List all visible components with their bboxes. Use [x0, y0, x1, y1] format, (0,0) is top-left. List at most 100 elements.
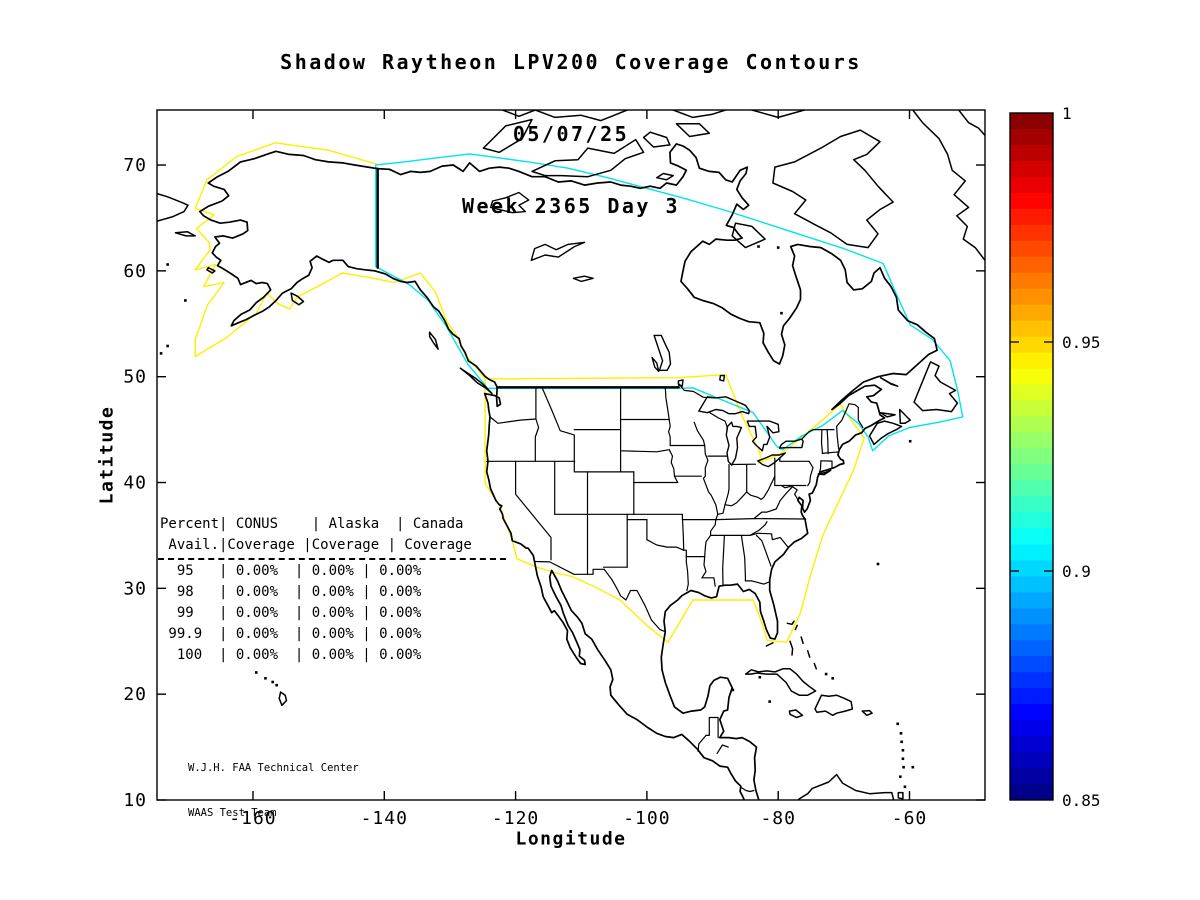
small-island-dot-5	[731, 688, 735, 692]
colorbar-band	[1010, 176, 1053, 194]
colorbar-band	[1010, 320, 1053, 338]
colorbar-band	[1010, 240, 1053, 258]
small-island-dot-9	[271, 680, 274, 684]
y-tick-label: 30	[123, 578, 147, 599]
lake-outline-2	[746, 420, 780, 452]
colorbar-band	[1010, 576, 1053, 593]
state-border-33	[717, 475, 776, 515]
colorbar-tick-label: 0.9	[1062, 562, 1091, 581]
colorbar-band	[1010, 400, 1053, 418]
state-border-2	[534, 386, 540, 462]
credit-line1: W.J.H. FAA Technical Center	[188, 762, 359, 774]
coastline-island-10	[868, 420, 903, 446]
small-island-dot-22	[911, 765, 915, 769]
coastline-island-14	[788, 709, 804, 719]
colorbar-band	[1010, 432, 1053, 450]
coastline-island-26	[797, 773, 895, 800]
coastline-island-38	[501, 110, 537, 118]
plot-title-line3: Week 2365 Day 3	[461, 194, 681, 218]
colorbar-band	[1010, 224, 1053, 242]
coastline-island-11	[817, 469, 832, 476]
coverage-table-line-6: 100 | 0.00% | 0.00% | 0.00%	[160, 647, 422, 663]
lake-outline-6	[651, 356, 660, 373]
coastline-island-40	[957, 110, 985, 137]
y-tick-label: 10	[123, 790, 147, 811]
small-island-dot-8	[264, 676, 267, 680]
state-border-54	[826, 429, 829, 455]
small-island-dot-14	[166, 263, 169, 266]
state-border-56	[820, 460, 833, 469]
coastline-island-9	[898, 408, 911, 425]
lake-outline-3	[757, 452, 787, 468]
state-border-61	[801, 429, 835, 440]
colorbar-band	[1010, 784, 1053, 801]
coverage-table-line-2: 95 | 0.00% | 0.00% | 0.00%	[160, 563, 422, 579]
coastline-island-18	[789, 640, 794, 656]
state-border-1	[489, 416, 537, 424]
coastline-island-15	[861, 709, 873, 717]
colorbar-band	[1010, 368, 1053, 386]
colorbar-band	[1010, 144, 1053, 162]
lake-outline-0	[698, 396, 750, 415]
small-island-dot-11	[159, 352, 163, 355]
colorbar-band	[1010, 704, 1053, 721]
state-border-49	[681, 513, 685, 551]
x-tick-label: -120	[492, 808, 539, 829]
state-border-64	[740, 786, 755, 793]
state-border-19	[603, 568, 666, 633]
small-island-dot-15	[896, 722, 899, 726]
coverage-table-line-4: 99 | 0.00% | 0.00% | 0.00%	[160, 605, 422, 621]
coastline-island-7	[879, 376, 899, 387]
colorbar-band	[1010, 512, 1053, 529]
state-border-43	[740, 534, 746, 582]
colorbar-band	[1010, 208, 1053, 226]
credit-text: W.J.H. FAA Technical Center WAAS Test Te…	[188, 731, 359, 851]
colorbar-band	[1010, 352, 1053, 370]
state-border-46	[757, 532, 789, 548]
coastline-island-6	[913, 361, 959, 413]
plot-title-line2: 05/07/25	[512, 122, 630, 146]
state-border-28	[693, 421, 719, 579]
small-island-dot-12	[166, 344, 169, 348]
state-border-44	[744, 580, 770, 585]
state-border-0	[678, 383, 716, 399]
colorbar-tick-label: 0.85	[1062, 791, 1101, 810]
colorbar-band	[1010, 256, 1053, 274]
colorbar-band	[1010, 528, 1053, 545]
coverage-table-line-0: Percent| CONUS | Alaska | Canada	[160, 516, 464, 532]
y-tick-label: 70	[123, 155, 147, 176]
colorbar-band	[1010, 736, 1053, 753]
small-island-dot-2	[768, 700, 771, 703]
state-border-42	[722, 534, 725, 586]
lake-outline-1	[725, 421, 743, 466]
state-border-62	[697, 716, 719, 752]
state-border-26	[668, 449, 679, 484]
state-border-59	[836, 425, 840, 450]
x-tick-label: -80	[760, 808, 796, 829]
small-island-dot-7	[254, 671, 258, 674]
small-island-dot-17	[900, 740, 903, 744]
coastline-island-8	[879, 411, 896, 418]
small-island-dot-13	[184, 299, 187, 302]
x-tick-label: -100	[623, 808, 670, 829]
colorbar-band	[1010, 304, 1053, 322]
x-axis-label: Longitude	[515, 828, 627, 850]
coastline-island-31	[731, 222, 766, 249]
state-border-24	[664, 386, 671, 447]
small-island-dot-10	[275, 683, 278, 687]
coverage-table-separator	[158, 558, 506, 560]
coverage-table-line-3: 98 | 0.00% | 0.00% | 0.00%	[160, 584, 422, 600]
state-border-58	[820, 429, 824, 454]
contour-level-0.9	[375, 153, 964, 452]
coastline-island-5	[157, 192, 189, 222]
small-island-dot-3	[831, 676, 834, 680]
coastline-island-29	[531, 138, 645, 178]
colorbar-band	[1010, 624, 1053, 641]
lake-outline-9	[572, 275, 594, 283]
state-border-5	[541, 386, 575, 473]
state-border-30	[724, 463, 730, 506]
coastline-island-1	[428, 331, 439, 350]
colorbar-band	[1010, 160, 1053, 178]
coastline-island-2	[290, 292, 305, 306]
state-border-52	[749, 521, 768, 536]
